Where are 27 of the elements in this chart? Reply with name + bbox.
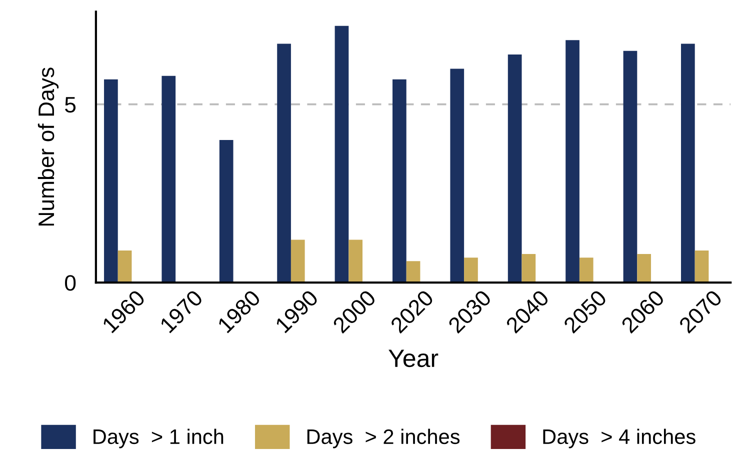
bar xyxy=(623,50,638,283)
x-axis-title: Year xyxy=(388,350,438,368)
bar xyxy=(522,254,536,283)
bar xyxy=(392,79,406,283)
bar xyxy=(681,44,695,283)
bar xyxy=(277,44,291,283)
bar xyxy=(406,261,420,283)
y-tick-label: 0 xyxy=(65,275,76,291)
legend-label: Days > 4 inches xyxy=(543,428,696,448)
legend-label: Days > 2 inches xyxy=(307,428,460,448)
bar xyxy=(694,250,709,283)
bar xyxy=(118,250,132,283)
bar xyxy=(162,76,176,283)
bar xyxy=(219,140,234,283)
legend-label: Days > 1 inch xyxy=(94,428,224,448)
y-axis-title: Number of Days xyxy=(38,68,59,226)
bar xyxy=(290,240,305,283)
bar xyxy=(464,258,478,283)
bar xyxy=(348,240,363,283)
bar xyxy=(104,79,118,283)
bar xyxy=(334,26,349,283)
y-tick-label: 5 xyxy=(65,97,76,113)
bar xyxy=(450,68,464,283)
bar xyxy=(579,258,594,283)
bar xyxy=(508,54,522,283)
bar xyxy=(566,40,580,283)
bar xyxy=(637,254,651,283)
